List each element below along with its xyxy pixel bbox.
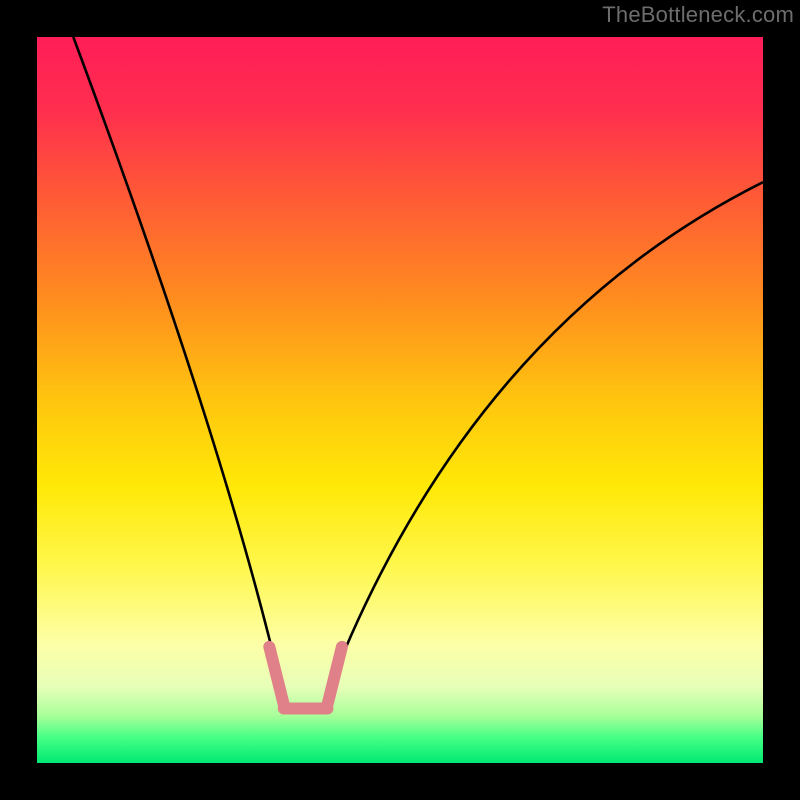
chart-stage: TheBottleneck.com <box>0 0 800 800</box>
chart-svg <box>0 0 800 800</box>
plot-background <box>37 37 763 763</box>
